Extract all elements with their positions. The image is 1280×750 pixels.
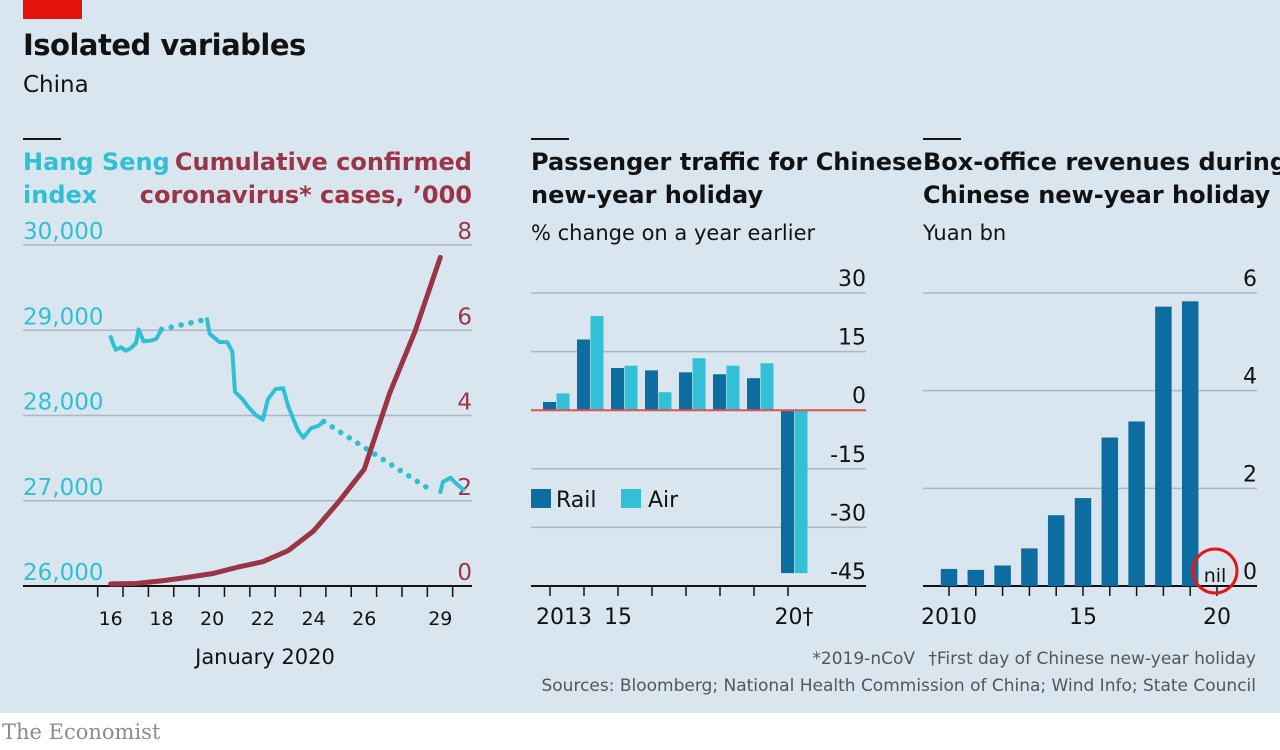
nil-annotation: nil <box>1204 565 1227 587</box>
x-tick-label: 2013 <box>536 605 592 630</box>
footnote-ncov: *2019-nCoV <box>812 649 915 669</box>
chart-title-line2: Chinese new-year holiday <box>923 181 1271 209</box>
left-axis-title-line1: Hang Seng <box>23 148 170 176</box>
rail-bar-2019 <box>747 378 760 411</box>
footnote-first-day: †First day of Chinese new-year holiday <box>928 649 1256 669</box>
highlight-circle <box>1191 547 1239 595</box>
air-bar-2017 <box>692 358 706 411</box>
economist-logo: The Economist <box>2 720 161 744</box>
right-tick-label: 8 <box>457 219 472 245</box>
air-bar-2018 <box>726 365 740 411</box>
chart-title-line1: Passenger traffic for Chinese <box>531 148 923 176</box>
box-office-bar-2014 <box>1047 515 1065 586</box>
right-axis-title-line1: Cumulative confirmed <box>175 148 472 176</box>
y-tick-label: 15 <box>838 326 866 351</box>
left-tick-label: 29,000 <box>23 304 103 330</box>
box-office-bar-2010 <box>940 568 958 586</box>
box-office-bar-2019 <box>1181 301 1199 586</box>
x-tick-label: 15 <box>604 605 632 630</box>
x-tick-label: 24 <box>301 608 325 630</box>
footnotes: *2019-nCoV †First day of Chinese new-yea… <box>541 649 1256 696</box>
right-tick-label: 6 <box>457 304 472 330</box>
air-bar-2019 <box>760 363 774 411</box>
passenger-traffic-chart: Passenger traffic for Chinese new-year ho… <box>531 138 923 630</box>
box-office-bar-2018 <box>1155 306 1172 586</box>
hang-seng-line <box>438 475 466 495</box>
hang-seng-line-dotted <box>320 418 433 493</box>
air-bar-2015 <box>624 365 638 411</box>
y-tick-label: -15 <box>830 443 866 468</box>
box-office-bar-2013 <box>1021 548 1038 586</box>
rail-bar-2020 <box>781 410 794 574</box>
x-tick-label: 18 <box>149 608 173 630</box>
left-tick-label: 28,000 <box>23 390 103 416</box>
box-office-bar-2011 <box>967 569 985 586</box>
air-bar-2014 <box>590 316 604 411</box>
right-tick-label: 4 <box>457 390 472 416</box>
rail-bar-2013 <box>543 401 556 411</box>
x-tick-label: 29 <box>428 608 452 630</box>
hang-seng-line-dotted <box>158 316 210 333</box>
x-tick-label: 20† <box>775 605 814 630</box>
x-tick-label: 16 <box>99 608 123 630</box>
rail-bar-2014 <box>577 339 590 411</box>
box-office-bar-2012 <box>994 565 1011 586</box>
legend-air-label: Air <box>648 488 679 513</box>
right-tick-label: 0 <box>457 560 472 586</box>
x-tick-label: 20 <box>1203 605 1231 630</box>
left-tick-label: 27,000 <box>23 475 103 501</box>
legend-rail-swatch <box>531 489 551 508</box>
page-subtitle: China <box>23 72 89 98</box>
cases-line <box>108 254 443 587</box>
air-bar-2020 <box>794 410 808 574</box>
box-office-bar-2015 <box>1074 498 1092 586</box>
left-tick-label: 30,000 <box>23 219 103 245</box>
sources-note: Sources: Bloomberg; National Health Comm… <box>541 676 1256 696</box>
hang-seng-line <box>108 327 164 353</box>
box-office-bar-2017 <box>1128 421 1145 586</box>
x-tick-label: 22 <box>251 608 275 630</box>
box-office-chart: Box-office revenues during Chinese new-ye… <box>921 138 1280 630</box>
chart-subtitle: % change on a year earlier <box>531 221 816 245</box>
page-title: Isolated variables <box>23 28 306 62</box>
chart-subtitle: Yuan bn <box>922 221 1006 245</box>
legend-air-swatch <box>621 489 641 508</box>
y-tick-label: -45 <box>830 560 866 585</box>
rail-bar-2018 <box>713 374 726 411</box>
x-tick-label: 26 <box>352 608 376 630</box>
y-tick-label: 2 <box>1243 462 1257 487</box>
y-tick-label: 30 <box>838 267 866 292</box>
left-tick-label: 26,000 <box>23 560 103 586</box>
legend-rail-label: Rail <box>556 488 597 513</box>
y-tick-label: -30 <box>830 501 866 526</box>
x-tick-label: 20 <box>200 608 224 630</box>
chart-title-line1: Box-office revenues during <box>923 148 1280 176</box>
box-office-bar-2016 <box>1101 437 1119 586</box>
right-tick-label: 2 <box>457 475 472 501</box>
air-bar-2013 <box>556 393 570 411</box>
rail-bar-2015 <box>611 368 624 411</box>
rail-bar-2017 <box>679 372 692 411</box>
y-tick-label: 4 <box>1243 365 1257 390</box>
hang-seng-line <box>205 317 326 440</box>
left-axis-title-line2: index <box>23 181 98 209</box>
y-tick-label: 6 <box>1243 267 1257 292</box>
air-bar-2016 <box>658 392 672 411</box>
x-axis-label: January 2020 <box>193 645 335 669</box>
rail-bar-2016 <box>645 370 658 411</box>
economist-red-tag <box>23 0 82 19</box>
y-tick-label: 0 <box>1243 560 1257 585</box>
right-axis-title-line2: coronavirus* cases, ’000 <box>140 181 472 209</box>
chart-panel <box>0 0 1280 713</box>
chart-title-line2: new-year holiday <box>531 181 763 209</box>
charts-canvas: Hang Seng index Cumulative confirmed corona… <box>23 138 1280 696</box>
x-tick-label: 15 <box>1069 605 1097 630</box>
y-tick-label: 0 <box>852 384 866 409</box>
hang-seng-chart: Hang Seng index Cumulative confirmed corona… <box>23 138 472 669</box>
x-tick-label: 2010 <box>921 605 977 630</box>
